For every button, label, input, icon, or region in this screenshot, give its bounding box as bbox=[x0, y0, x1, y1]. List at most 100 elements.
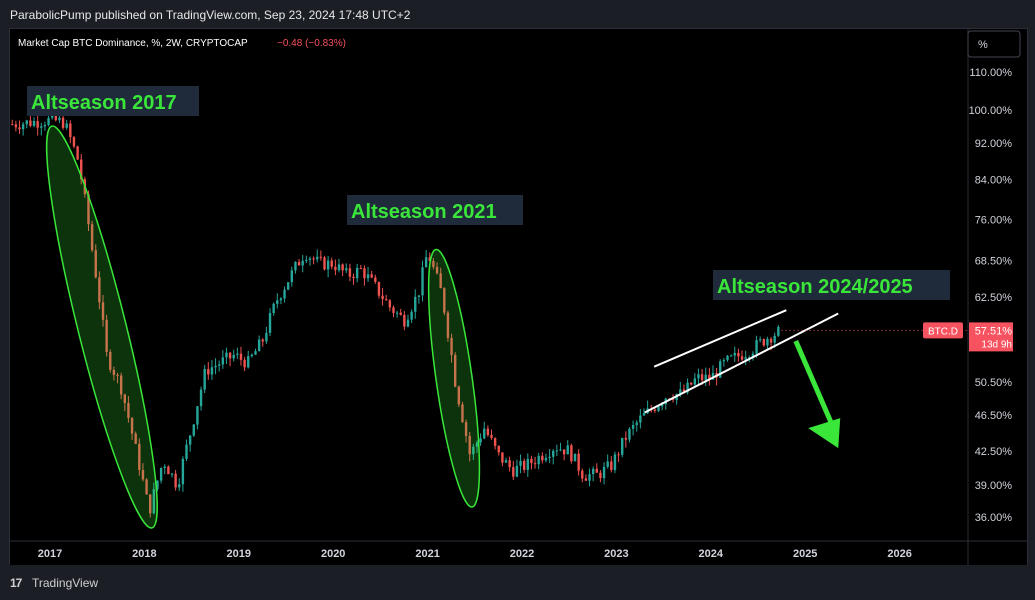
candle-body bbox=[276, 300, 279, 304]
legend-change: −0.48 (−0.83%) bbox=[277, 38, 346, 49]
candle-body bbox=[657, 406, 660, 411]
candle-body bbox=[693, 378, 697, 385]
candle-body bbox=[192, 424, 195, 436]
candle-body bbox=[392, 307, 395, 313]
candle-body bbox=[337, 264, 341, 271]
candle-body bbox=[279, 298, 283, 301]
footer-brand[interactable]: TradingView bbox=[32, 576, 99, 590]
candle-body bbox=[43, 124, 47, 127]
candle-body bbox=[370, 274, 373, 278]
tradingview-logo-icon[interactable]: 17 bbox=[10, 576, 22, 590]
candle-body bbox=[435, 266, 439, 274]
candle-body bbox=[290, 270, 294, 283]
candle-body bbox=[777, 326, 780, 336]
candle-body bbox=[159, 467, 163, 481]
candle-body bbox=[152, 489, 156, 514]
candle-body bbox=[21, 124, 25, 130]
candle-body bbox=[660, 404, 664, 407]
y-tick-label: 39.00% bbox=[975, 480, 1013, 492]
candle-body bbox=[552, 450, 555, 457]
candle-body bbox=[239, 353, 243, 360]
candle-body bbox=[32, 120, 36, 126]
candle-body bbox=[272, 303, 275, 313]
price-tag[interactable] bbox=[969, 322, 1013, 352]
candle-body bbox=[228, 352, 232, 359]
candle-body bbox=[472, 446, 475, 455]
candle-body bbox=[515, 465, 519, 477]
candle-body bbox=[403, 314, 406, 327]
candle-body bbox=[170, 473, 174, 475]
candle-body bbox=[719, 361, 722, 378]
candle-body bbox=[468, 435, 471, 455]
publisher-bar: ParabolicPump published on TradingView.c… bbox=[0, 0, 1035, 28]
candle-body bbox=[134, 433, 137, 444]
candle-body bbox=[254, 351, 257, 355]
candle-body bbox=[76, 146, 79, 160]
x-tick-label: 2019 bbox=[227, 548, 251, 560]
candle-body bbox=[377, 281, 381, 296]
candle-body bbox=[610, 461, 613, 470]
candle-body bbox=[374, 277, 377, 282]
candle-body bbox=[439, 273, 442, 289]
candle-body bbox=[174, 473, 177, 488]
candle-body bbox=[316, 256, 319, 260]
candle-body bbox=[141, 470, 145, 480]
candle-body bbox=[762, 339, 766, 346]
candle-body bbox=[689, 382, 693, 385]
candle-body bbox=[312, 258, 315, 260]
candle-body bbox=[624, 437, 628, 440]
candle-body bbox=[185, 444, 188, 459]
chart-svg[interactable]: 110.00% 100.00% 92.00% 84.00% 76.00% 68.50% 62… bbox=[10, 29, 1027, 566]
candle-body bbox=[341, 264, 344, 271]
candle-body bbox=[541, 455, 544, 461]
candle-body bbox=[366, 274, 370, 279]
candle-body bbox=[308, 258, 312, 260]
candle-body bbox=[748, 357, 751, 359]
candle-body bbox=[773, 335, 776, 343]
candle-body bbox=[236, 353, 239, 355]
candle-body bbox=[355, 267, 359, 279]
y-tick-label: 62.50% bbox=[975, 292, 1013, 304]
chart-frame[interactable]: 110.00% 100.00% 92.00% 84.00% 76.00% 68.50% 62… bbox=[9, 28, 1028, 567]
candle-body bbox=[428, 257, 431, 261]
candle-body bbox=[257, 339, 261, 352]
candle-body bbox=[181, 458, 185, 485]
candle-body bbox=[544, 457, 548, 461]
candle-body bbox=[11, 124, 14, 126]
ticker-tag[interactable] bbox=[923, 322, 963, 339]
candle-body bbox=[497, 445, 500, 453]
candle-body bbox=[697, 374, 700, 379]
candle-body bbox=[726, 355, 729, 361]
wedge-upper-line[interactable] bbox=[653, 309, 787, 368]
candle-body bbox=[47, 117, 50, 125]
candle-body bbox=[464, 422, 468, 436]
candle-body bbox=[87, 194, 90, 225]
candle-body bbox=[109, 352, 112, 370]
candle-body bbox=[232, 354, 235, 359]
candle-body bbox=[61, 117, 65, 128]
candle-body bbox=[453, 355, 457, 387]
scale-button[interactable] bbox=[967, 30, 1021, 58]
candle-body bbox=[119, 375, 123, 395]
candle-body bbox=[562, 449, 566, 455]
y-tick-label: 50.50% bbox=[975, 377, 1013, 389]
candle-body bbox=[700, 374, 704, 381]
altseason-2017-ellipse bbox=[45, 125, 158, 529]
candle-body bbox=[188, 435, 192, 445]
candle-body bbox=[686, 382, 689, 393]
candle-body bbox=[163, 466, 166, 468]
candle-body bbox=[639, 415, 642, 423]
candle-body bbox=[613, 454, 617, 470]
candle-body bbox=[323, 257, 326, 270]
y-tick-label: 84.00% bbox=[975, 174, 1013, 186]
candle-body bbox=[385, 299, 388, 301]
candle-body bbox=[123, 394, 126, 404]
candle-body bbox=[483, 428, 486, 439]
annotation-label: Altseason 2024/2025 bbox=[717, 276, 913, 298]
candle-body bbox=[243, 359, 246, 368]
candle-body bbox=[617, 454, 620, 456]
candle-body bbox=[581, 470, 584, 479]
candle-body bbox=[606, 461, 609, 467]
y-tick-label: 100.00% bbox=[969, 105, 1013, 117]
candle-body bbox=[395, 312, 399, 314]
